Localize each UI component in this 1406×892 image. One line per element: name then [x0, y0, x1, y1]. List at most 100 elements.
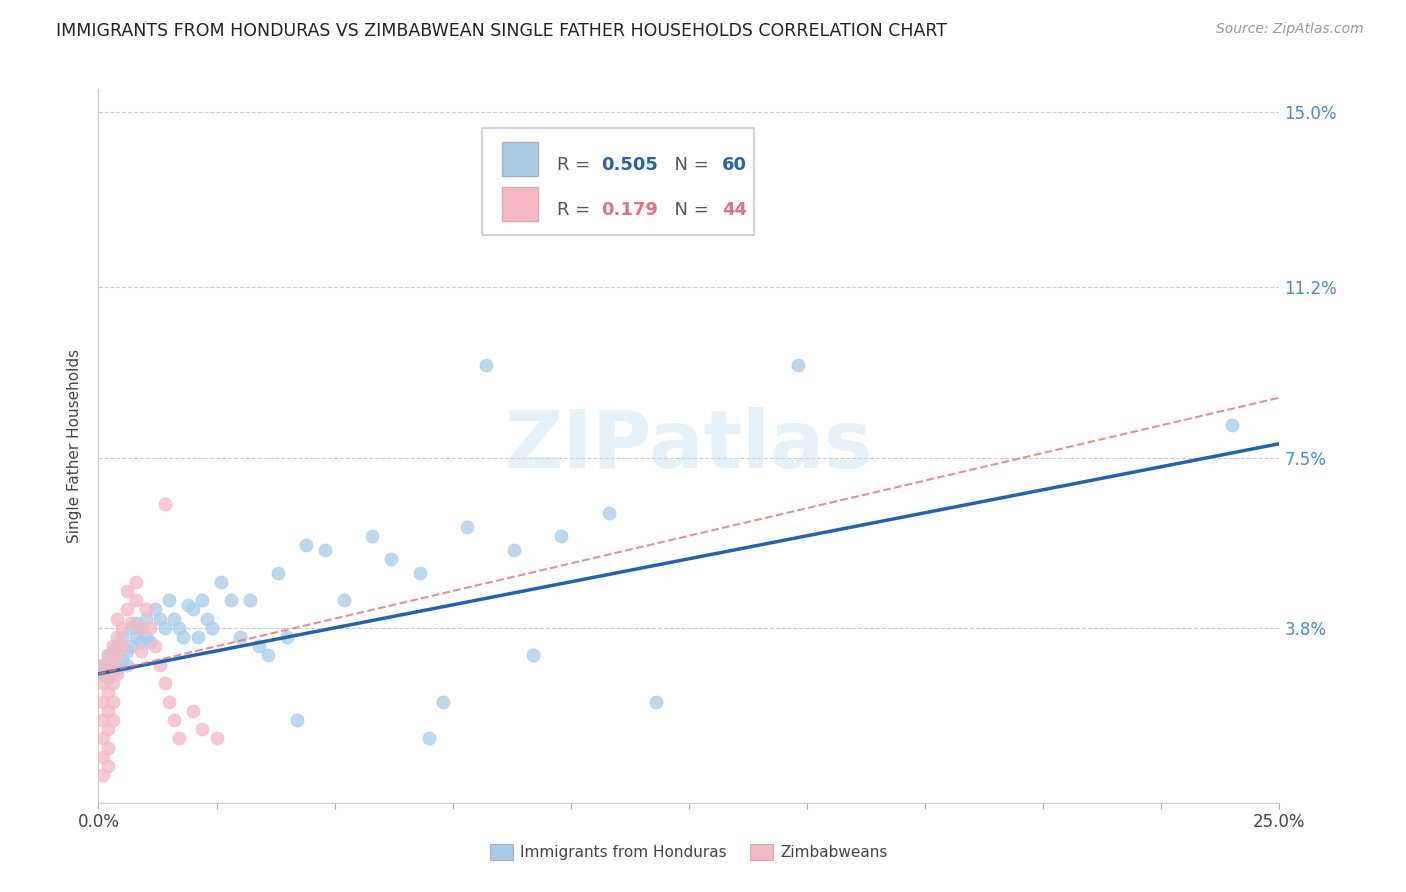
- Point: [129, 634, 152, 648]
- Point: [115, 657, 138, 672]
- Point: [598, 506, 620, 520]
- Point: [91, 749, 114, 764]
- Point: [163, 713, 186, 727]
- Point: [1220, 418, 1243, 433]
- Point: [167, 621, 190, 635]
- Point: [157, 694, 180, 708]
- Y-axis label: Single Father Households: Single Father Households: [67, 349, 83, 543]
- Point: [105, 648, 128, 663]
- Point: [177, 598, 200, 612]
- Point: [111, 653, 134, 667]
- Point: [135, 602, 157, 616]
- Text: 0.505: 0.505: [602, 156, 658, 174]
- Point: [153, 676, 176, 690]
- Text: 0.179: 0.179: [602, 201, 658, 219]
- Point: [101, 657, 124, 672]
- Point: [361, 529, 384, 543]
- Point: [143, 640, 166, 654]
- Point: [97, 672, 120, 686]
- Point: [135, 612, 157, 626]
- Point: [121, 640, 143, 654]
- Point: [101, 640, 124, 654]
- Point: [285, 713, 308, 727]
- Point: [187, 630, 209, 644]
- Point: [97, 704, 120, 718]
- Point: [125, 616, 148, 631]
- Point: [101, 713, 124, 727]
- Point: [181, 602, 204, 616]
- Point: [97, 648, 120, 663]
- Point: [97, 759, 120, 773]
- Text: R =: R =: [557, 201, 596, 219]
- Point: [125, 593, 148, 607]
- Point: [129, 644, 152, 658]
- Point: [101, 676, 124, 690]
- Point: [139, 634, 162, 648]
- Point: [125, 574, 148, 589]
- Point: [201, 621, 224, 635]
- Point: [111, 630, 134, 644]
- Point: [91, 731, 114, 746]
- Point: [105, 630, 128, 644]
- Point: [101, 657, 124, 672]
- Point: [101, 644, 124, 658]
- Point: [105, 612, 128, 626]
- Point: [91, 768, 114, 782]
- Point: [644, 694, 666, 708]
- Point: [125, 630, 148, 644]
- Point: [97, 666, 120, 681]
- Point: [111, 621, 134, 635]
- Point: [121, 616, 143, 631]
- Point: [205, 731, 228, 746]
- Text: N =: N =: [664, 156, 714, 174]
- Point: [115, 602, 138, 616]
- Point: [503, 542, 526, 557]
- Point: [418, 731, 440, 746]
- Point: [550, 529, 572, 543]
- Legend: Immigrants from Honduras, Zimbabweans: Immigrants from Honduras, Zimbabweans: [484, 838, 894, 866]
- Point: [314, 542, 336, 557]
- Point: [91, 657, 114, 672]
- Point: [149, 612, 172, 626]
- Text: Source: ZipAtlas.com: Source: ZipAtlas.com: [1216, 22, 1364, 37]
- Point: [191, 593, 214, 607]
- Point: [247, 640, 270, 654]
- Point: [380, 551, 402, 566]
- Point: [432, 694, 454, 708]
- Point: [786, 359, 808, 373]
- Point: [209, 574, 232, 589]
- FancyBboxPatch shape: [502, 187, 537, 220]
- Point: [91, 657, 114, 672]
- Point: [191, 722, 214, 736]
- Point: [153, 497, 176, 511]
- Text: IMMIGRANTS FROM HONDURAS VS ZIMBABWEAN SINGLE FATHER HOUSEHOLDS CORRELATION CHAR: IMMIGRANTS FROM HONDURAS VS ZIMBABWEAN S…: [56, 22, 948, 40]
- Point: [333, 593, 356, 607]
- Point: [143, 602, 166, 616]
- Point: [149, 657, 172, 672]
- FancyBboxPatch shape: [482, 128, 754, 235]
- Text: ZIPatlas: ZIPatlas: [505, 407, 873, 485]
- Point: [97, 722, 120, 736]
- Point: [167, 731, 190, 746]
- Text: R =: R =: [557, 156, 596, 174]
- Point: [195, 612, 218, 626]
- Point: [111, 640, 134, 654]
- Point: [129, 621, 152, 635]
- Point: [101, 694, 124, 708]
- Point: [115, 644, 138, 658]
- Point: [97, 648, 120, 663]
- Point: [181, 704, 204, 718]
- Point: [153, 621, 176, 635]
- Point: [91, 666, 114, 681]
- Point: [139, 621, 162, 635]
- Point: [456, 519, 478, 533]
- Point: [157, 593, 180, 607]
- Point: [172, 630, 194, 644]
- Point: [91, 676, 114, 690]
- Point: [105, 666, 128, 681]
- Point: [267, 566, 290, 580]
- Text: 60: 60: [723, 156, 747, 174]
- Point: [295, 538, 318, 552]
- Point: [97, 740, 120, 755]
- Point: [115, 584, 138, 599]
